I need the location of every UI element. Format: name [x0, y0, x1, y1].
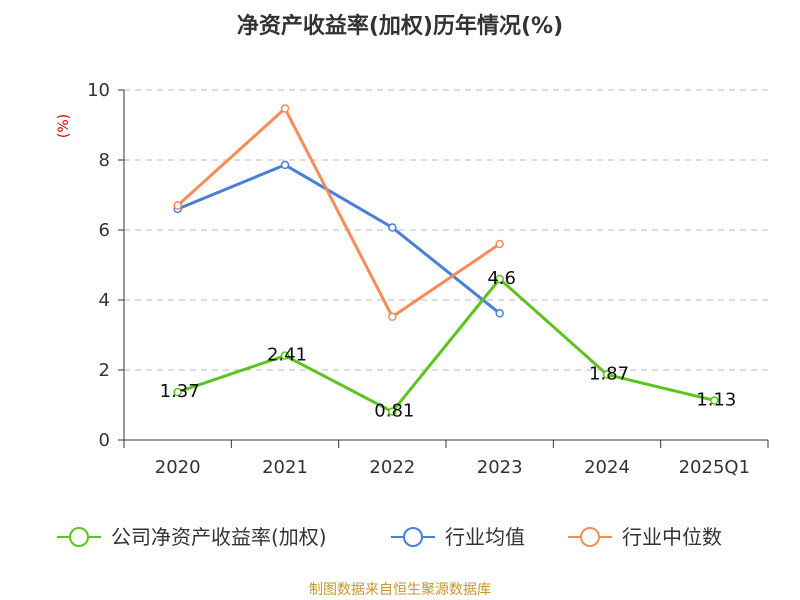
data-point	[495, 309, 504, 318]
data-point	[495, 274, 504, 284]
grid-lines	[124, 89, 768, 371]
legend: 公司净资产收益率(加权) 行业均值 行业中位数	[57, 525, 722, 549]
y-tick-label: 10	[87, 80, 110, 101]
legend-item-1: 行业均值	[391, 525, 525, 549]
data-labels: 1.37 2.41 0.81 4.6 1.87 1.13	[160, 268, 737, 422]
data-point	[280, 104, 290, 113]
x-tick-label: 2021	[262, 457, 308, 478]
y-tick-label: 6	[99, 220, 110, 241]
y-tick-label: 8	[99, 150, 110, 171]
series-1	[173, 160, 504, 318]
series-line	[177, 163, 501, 315]
data-source-note: 制图数据来自恒生聚源数据库	[309, 582, 491, 598]
data-label: 0.81	[374, 401, 414, 422]
data-label: 1.37	[160, 381, 200, 402]
legend-marker	[580, 527, 600, 547]
data-point	[495, 239, 504, 249]
axes: 0 2 4 6 8 10 2020 2021 2022 2023 2024 2025Q1	[87, 80, 769, 478]
series-2	[173, 104, 504, 322]
x-tick-label: 2024	[584, 457, 630, 478]
legend-label: 行业均值	[445, 525, 525, 549]
data-point	[173, 387, 182, 397]
data-point	[388, 312, 397, 322]
data-point	[602, 370, 612, 379]
data-point	[388, 223, 397, 232]
x-tick-label: 2022	[369, 457, 415, 478]
legend-marker	[403, 527, 423, 547]
data-label: 1.13	[696, 389, 736, 410]
y-tick-label: 4	[99, 290, 110, 311]
data-point	[280, 160, 290, 170]
x-tick-label: 2025Q1	[679, 457, 750, 478]
data-label: 4.6	[487, 268, 516, 289]
data-point	[173, 201, 182, 210]
series-0	[173, 274, 719, 416]
legend-label: 公司净资产收益率(加权)	[111, 525, 327, 549]
data-point	[388, 407, 397, 416]
data-label: 1.87	[589, 364, 629, 385]
y-tick-label: 0	[99, 430, 110, 451]
data-point	[710, 396, 719, 405]
chart-title: 净资产收益率(加权)历年情况(%)	[237, 13, 563, 39]
data-point	[280, 351, 290, 360]
y-axis-unit: (%)	[56, 114, 72, 138]
series-layer	[173, 104, 719, 416]
legend-marker	[69, 527, 89, 547]
legend-item-0: 公司净资产收益率(加权)	[57, 525, 327, 549]
series-line	[176, 107, 501, 319]
series-line	[177, 277, 715, 414]
x-tick-label: 2023	[477, 457, 523, 478]
legend-item-2: 行业中位数	[568, 525, 722, 549]
legend-label: 行业中位数	[622, 525, 722, 549]
data-label: 2.41	[267, 345, 307, 366]
x-tick-label: 2020	[155, 457, 201, 478]
y-tick-label: 2	[99, 360, 110, 381]
